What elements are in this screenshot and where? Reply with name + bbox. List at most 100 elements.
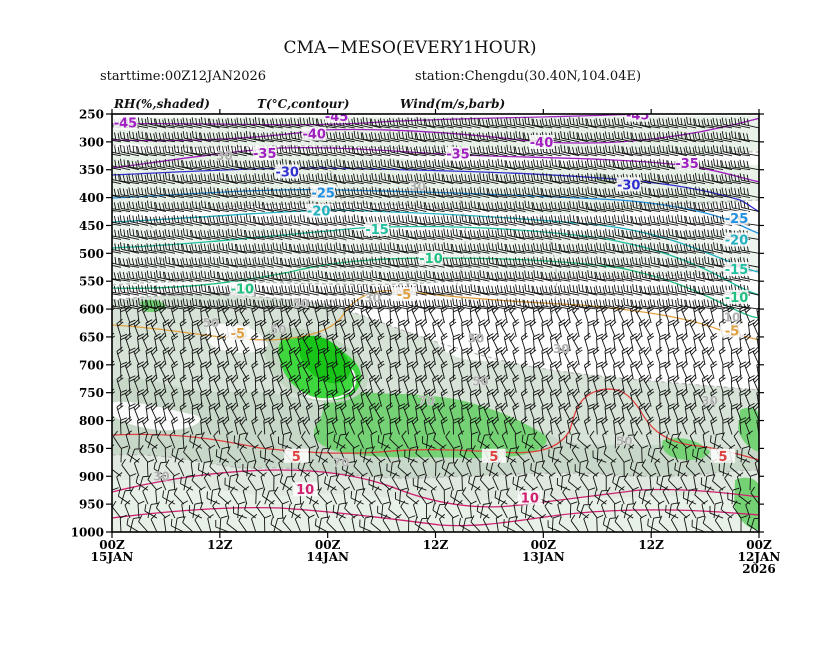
wind-barb <box>128 201 149 212</box>
wind-barb <box>213 318 221 338</box>
wind-barb <box>186 486 194 505</box>
wind-barb <box>281 145 301 157</box>
wind-barb <box>116 472 123 491</box>
rh-contour-line <box>112 454 759 479</box>
wind-barb <box>227 298 247 310</box>
wind-barb <box>289 243 310 254</box>
wind-barb <box>182 271 202 282</box>
start-time-label: starttime:00Z12JAN2026 <box>100 69 266 84</box>
wind-barb <box>236 131 256 143</box>
wind-barb <box>301 430 311 449</box>
wind-barb <box>227 446 239 463</box>
wind-barb <box>234 458 242 477</box>
wind-barb <box>245 257 265 268</box>
y-tick-label: 400 <box>79 191 104 205</box>
rh-contour-label: 30 <box>216 149 233 163</box>
wind-barb <box>188 388 196 407</box>
wind-barb <box>200 186 220 199</box>
wind-barb <box>305 318 313 338</box>
wind-barb <box>171 332 179 351</box>
wind-barb <box>182 298 202 310</box>
wind-barb <box>188 332 196 352</box>
wind-barb <box>285 332 293 352</box>
rh-shade-band <box>742 332 759 380</box>
wind-barb <box>164 242 184 254</box>
wind-barb <box>251 360 259 379</box>
wind-barb <box>236 173 256 185</box>
x-tick-label: 12Z <box>423 538 449 552</box>
wind-barb <box>129 448 142 463</box>
wind-barb <box>227 271 247 282</box>
wind-barb <box>217 388 225 407</box>
wind-barb <box>285 360 293 379</box>
wind-barb <box>179 374 187 393</box>
wind-barb <box>309 459 320 477</box>
wind-barb <box>263 186 283 199</box>
wind-barb <box>293 402 302 421</box>
wind-barb <box>218 131 238 143</box>
wind-barb <box>263 215 283 226</box>
wind-barb <box>263 132 283 143</box>
wind-barb <box>188 505 203 519</box>
wind-barb <box>155 215 175 226</box>
wind-barb <box>264 445 273 463</box>
temp-contour-label: -5 <box>231 327 245 342</box>
wind-barb <box>209 145 229 157</box>
wind-barb <box>173 487 185 505</box>
temp-contour-label: -35 <box>446 148 470 163</box>
wind-barb <box>146 173 167 185</box>
wind-barb <box>150 374 158 393</box>
wind-barb <box>227 215 247 226</box>
wind-barb <box>155 132 175 143</box>
wind-barb <box>314 332 322 351</box>
wind-barb <box>312 500 320 519</box>
wind-barb <box>164 256 184 268</box>
wind-barb <box>146 216 166 226</box>
wind-barb <box>276 402 284 421</box>
wind-barb <box>173 271 193 282</box>
wind-barb <box>263 229 283 240</box>
temp-contour-label: -35 <box>675 157 699 172</box>
wind-barb <box>246 459 255 477</box>
legend-wind: Wind(m/s,barb) <box>400 97 505 111</box>
wind-barb <box>180 476 194 491</box>
wind-barb <box>272 285 292 296</box>
wind-barb <box>227 201 247 212</box>
wind-barb <box>200 431 212 449</box>
wind-barb <box>234 416 242 435</box>
wind-barb <box>198 486 206 505</box>
wind-barb <box>194 514 203 532</box>
wind-barb <box>153 461 167 477</box>
wind-barb <box>254 270 274 282</box>
wind-barb <box>179 346 187 365</box>
wind-barb <box>299 187 319 199</box>
wind-barb <box>169 430 176 449</box>
wind-barb <box>137 500 145 519</box>
wind-barb <box>268 360 276 379</box>
wind-barb <box>119 514 127 532</box>
wind-barb <box>230 346 239 366</box>
wind-barb <box>112 202 131 212</box>
wind-barb <box>305 346 313 365</box>
wind-barb <box>188 360 196 379</box>
wind-barb <box>120 242 140 254</box>
wind-barb <box>116 318 124 338</box>
wind-barb <box>288 347 297 365</box>
wind-barb <box>200 216 220 226</box>
wind-barb <box>182 515 194 532</box>
wind-barb <box>201 460 212 477</box>
wind-barb <box>297 416 305 435</box>
wind-barb <box>137 200 158 212</box>
x-tick-label: 2026 <box>742 562 775 576</box>
wind-barb <box>162 402 170 421</box>
wind-barb <box>317 472 325 491</box>
wind-barb <box>191 117 211 129</box>
wind-barb <box>150 402 158 421</box>
wind-barb <box>234 360 242 379</box>
wind-barb <box>218 298 238 310</box>
rh-contour-label: 50 <box>202 316 219 330</box>
wind-barb <box>254 200 274 212</box>
wind-barb <box>308 173 328 185</box>
temp-contour-label: -15 <box>725 263 749 278</box>
